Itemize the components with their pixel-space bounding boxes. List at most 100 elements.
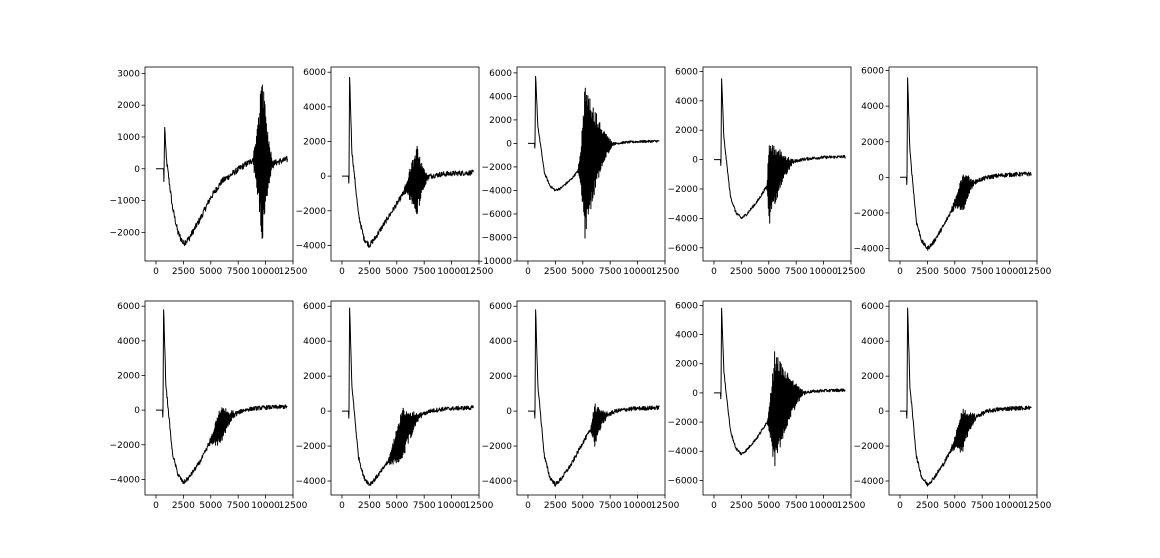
x-tick-label: 2500 — [916, 501, 939, 511]
x-tick-label: 5000 — [385, 267, 408, 277]
x-tick-label: 2500 — [172, 501, 195, 511]
axes-frame — [888, 300, 1038, 496]
y-tick-label: 2000 — [117, 371, 140, 381]
x-tick-label: 12500 — [651, 501, 680, 511]
signal-line — [156, 309, 288, 485]
x-tick-label: 5000 — [943, 501, 966, 511]
y-tick-label: 0 — [320, 172, 326, 182]
x-tick-label: 12500 — [1023, 267, 1052, 277]
x-tick-label: 5000 — [571, 267, 594, 277]
x-tick-label: 7500 — [227, 267, 250, 277]
y-tick-label: −2000 — [110, 228, 141, 238]
signal-line — [342, 76, 474, 248]
x-tick-label: 2500 — [358, 267, 381, 277]
y-tick-label: 0 — [320, 407, 326, 417]
signal-line — [528, 309, 660, 487]
x-tick-label: 12500 — [465, 501, 494, 511]
y-tick-label: −2000 — [296, 207, 327, 217]
x-tick-label: 0 — [153, 501, 159, 511]
y-tick-label: −2000 — [482, 163, 513, 173]
y-tick-label: 0 — [134, 165, 140, 175]
signal-line — [156, 84, 288, 247]
y-tick-label: 2000 — [303, 372, 326, 382]
y-tick-label: −6000 — [668, 476, 699, 486]
y-tick-label: 2000 — [861, 372, 884, 382]
y-tick-label: 2000 — [489, 116, 512, 126]
y-tick-label: −1000 — [110, 197, 141, 207]
y-tick-label: −8000 — [482, 233, 513, 243]
x-tick-label: 5000 — [571, 501, 594, 511]
y-tick-label: −6000 — [482, 210, 513, 220]
y-tick-label: 2000 — [303, 137, 326, 147]
y-tick-label: −4000 — [668, 214, 699, 224]
y-tick-label: 6000 — [489, 69, 512, 79]
x-tick-label: 7500 — [599, 501, 622, 511]
x-tick-label: 0 — [711, 501, 717, 511]
y-tick-label: 0 — [506, 407, 512, 417]
y-tick-label: 2000 — [117, 101, 140, 111]
y-tick-label: 4000 — [303, 103, 326, 113]
y-tick-label: 6000 — [861, 67, 884, 77]
x-tick-label: 2500 — [172, 267, 195, 277]
x-tick-label: 2500 — [544, 501, 567, 511]
y-tick-label: 4000 — [489, 92, 512, 102]
x-tick-label: 10000 — [809, 501, 838, 511]
x-tick-label: 0 — [525, 267, 531, 277]
x-tick-label: 0 — [525, 501, 531, 511]
x-tick-label: 2500 — [730, 267, 753, 277]
x-tick-label: 5000 — [757, 501, 780, 511]
y-tick-label: −2000 — [110, 441, 141, 451]
signal-line — [528, 75, 660, 239]
y-tick-label: −2000 — [854, 442, 885, 452]
signal-line — [342, 307, 474, 486]
x-tick-label: 2500 — [916, 267, 939, 277]
y-tick-label: −4000 — [482, 477, 513, 487]
x-tick-label: 0 — [711, 267, 717, 277]
y-tick-label: 0 — [692, 389, 698, 399]
y-tick-label: −4000 — [854, 245, 885, 255]
signal-line — [714, 307, 846, 467]
y-tick-label: 2000 — [675, 126, 698, 136]
x-tick-label: 10000 — [251, 267, 280, 277]
x-tick-label: 10000 — [437, 267, 466, 277]
x-tick-label: 7500 — [227, 501, 250, 511]
signal-line — [900, 307, 1032, 487]
x-tick-label: 0 — [339, 267, 345, 277]
axes-frame — [330, 300, 480, 496]
y-tick-label: 2000 — [675, 360, 698, 370]
y-tick-label: 4000 — [861, 102, 884, 112]
x-tick-label: 5000 — [385, 501, 408, 511]
signal-line — [714, 78, 846, 224]
y-tick-label: 0 — [134, 406, 140, 416]
y-tick-label: 6000 — [489, 302, 512, 312]
axes-frame — [144, 300, 294, 496]
x-tick-label: 12500 — [465, 267, 494, 277]
y-tick-label: 0 — [878, 407, 884, 417]
x-tick-label: 7500 — [785, 267, 808, 277]
x-tick-label: 12500 — [651, 267, 680, 277]
x-tick-label: 0 — [339, 501, 345, 511]
x-tick-label: 12500 — [279, 267, 308, 277]
y-tick-label: −4000 — [854, 477, 885, 487]
x-tick-label: 10000 — [995, 501, 1024, 511]
x-tick-label: 5000 — [199, 267, 222, 277]
x-tick-label: 7500 — [971, 501, 994, 511]
x-tick-label: 10000 — [251, 501, 280, 511]
y-tick-label: 6000 — [303, 68, 326, 78]
x-tick-label: 5000 — [757, 267, 780, 277]
x-tick-label: 2500 — [544, 267, 567, 277]
y-tick-label: −2000 — [482, 442, 513, 452]
y-tick-label: 2000 — [489, 372, 512, 382]
x-tick-label: 10000 — [623, 501, 652, 511]
x-tick-label: 7500 — [785, 501, 808, 511]
y-tick-label: 4000 — [675, 97, 698, 107]
y-tick-label: 6000 — [675, 67, 698, 77]
x-tick-label: 7500 — [413, 267, 436, 277]
x-tick-label: 12500 — [279, 501, 308, 511]
